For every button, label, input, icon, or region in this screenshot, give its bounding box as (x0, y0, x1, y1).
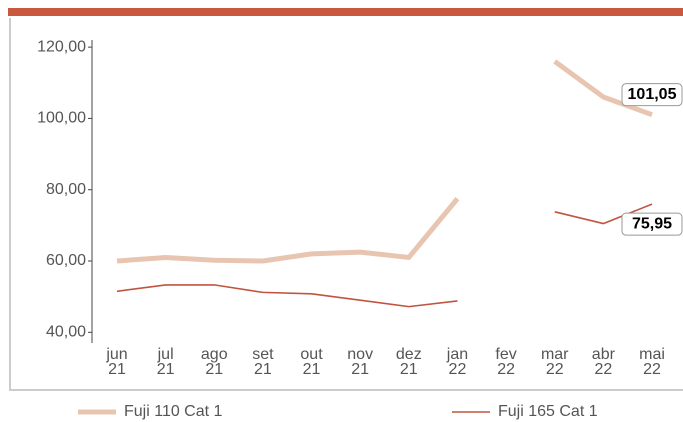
x-tick-label: dez 21 (396, 346, 422, 378)
x-tick-label: nov 21 (347, 346, 373, 378)
line-series (553, 59, 653, 118)
x-tick-label: abr 22 (592, 346, 616, 378)
value-label: 101,05 (628, 86, 677, 103)
frame (9, 18, 683, 391)
y-tick-label: 120,00 (37, 38, 86, 55)
y-tick-label: 60,00 (46, 252, 86, 269)
value-label-box (621, 83, 683, 107)
x-tick-label: jun 21 (105, 346, 127, 378)
legend-label: Fuji 165 Cat 1 (498, 403, 598, 420)
value-label: 75,95 (632, 215, 672, 232)
x-tick-label: out 21 (300, 346, 323, 378)
y-tick-label: 80,00 (46, 181, 86, 198)
line-series (554, 203, 653, 225)
x-tick-label: ago 21 (201, 346, 228, 378)
x-tick-label: mai 22 (639, 346, 665, 378)
x-tick-label: set 21 (252, 346, 274, 378)
line-series (116, 197, 460, 264)
y-tick-label: 40,00 (46, 324, 86, 341)
x-tick-label: jan 22 (446, 346, 468, 378)
legend-label: Fuji 110 Cat 1 (124, 403, 223, 420)
value-label-box (621, 212, 683, 236)
line-series (116, 284, 458, 308)
x-tick-label: fev 22 (495, 346, 516, 378)
y-tick-label: 100,00 (37, 110, 86, 127)
top-bar (8, 8, 683, 16)
x-tick-label: jul 21 (157, 346, 175, 378)
x-tick-label: mar 22 (541, 346, 569, 378)
